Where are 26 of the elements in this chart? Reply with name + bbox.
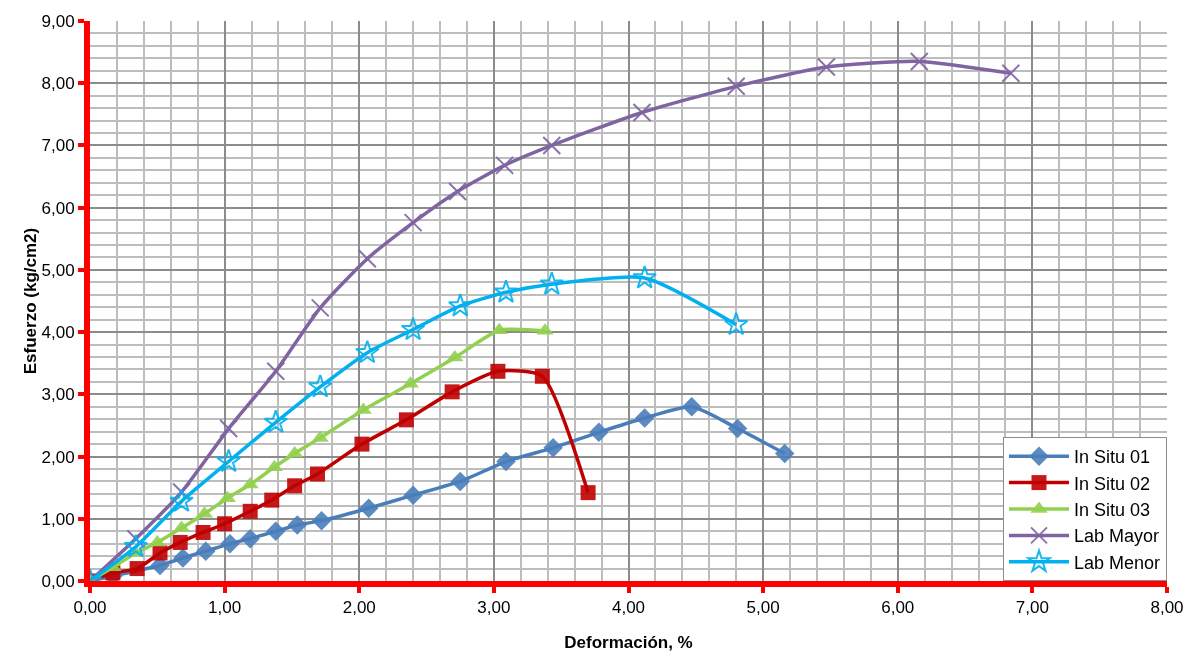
legend-label: In Situ 01 (1074, 447, 1151, 468)
legend-label: In Situ 03 (1074, 500, 1151, 521)
legend-label: In Situ 02 (1074, 473, 1151, 494)
x-tick-label: 4,00 (611, 598, 646, 618)
x-axis-title: Deformación, % (564, 633, 693, 653)
x-tick-label: 8,00 (1150, 598, 1184, 618)
x-tick-label: 1,00 (208, 598, 242, 618)
legend-label: Lab Menor (1074, 552, 1161, 573)
x-tick-label: 5,00 (746, 598, 780, 618)
x-tick-label: 6,00 (881, 598, 915, 618)
y-tick-label: 6,00 (41, 198, 75, 218)
y-tick-label: 2,00 (41, 447, 75, 467)
y-tick-label: 7,00 (41, 136, 75, 156)
legend-label: Lab Mayor (1074, 526, 1160, 547)
x-tick-label: 3,00 (477, 598, 511, 618)
y-tick-label: 3,00 (41, 385, 75, 405)
x-tick-label: 7,00 (1015, 598, 1049, 618)
y-tick-label: 1,00 (41, 509, 75, 529)
y-tick-label: 0,00 (41, 571, 75, 591)
x-tick-label: 0,00 (73, 598, 107, 618)
y-axis-title: Esfuerzo (kg/cm2) (20, 227, 40, 375)
x-tick-label: 2,00 (342, 598, 376, 618)
y-tick-label: 9,00 (41, 11, 75, 31)
y-tick-label: 4,00 (41, 323, 75, 343)
y-tick-label: 5,00 (41, 260, 75, 280)
y-tick-label: 8,00 (41, 74, 75, 94)
